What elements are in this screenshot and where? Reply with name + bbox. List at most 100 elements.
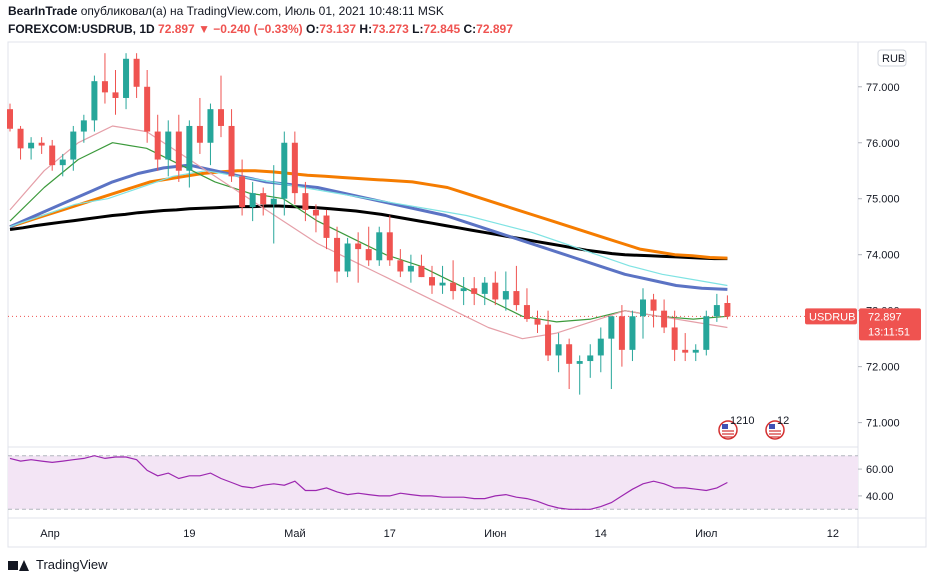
flag-canton <box>769 424 775 429</box>
y-tick-label: 71.000 <box>866 418 900 430</box>
currency-label: RUB <box>882 53 905 65</box>
candle[interactable] <box>534 310 541 334</box>
candle[interactable] <box>481 277 488 306</box>
candle[interactable] <box>334 226 341 283</box>
candle[interactable] <box>291 131 298 205</box>
candle[interactable] <box>608 316 615 390</box>
candle[interactable] <box>523 288 530 322</box>
candle[interactable] <box>123 53 130 110</box>
candle[interactable] <box>144 69 151 143</box>
candle[interactable] <box>376 226 383 266</box>
candle[interactable] <box>629 310 636 362</box>
candle[interactable] <box>175 114 182 182</box>
candle[interactable] <box>260 187 267 216</box>
event-marker[interactable]: 1210 <box>718 415 754 440</box>
candle[interactable] <box>38 137 45 154</box>
candle[interactable] <box>513 265 520 311</box>
candle[interactable] <box>312 204 319 233</box>
candle[interactable] <box>555 333 562 373</box>
candle[interactable] <box>650 293 657 328</box>
high-value: 73.273 <box>372 22 409 36</box>
candle-body <box>365 249 372 261</box>
candle-body <box>608 316 615 339</box>
price-tag-value: 72.897 <box>868 311 902 323</box>
event-marker[interactable]: 12 <box>765 415 789 440</box>
candle[interactable] <box>597 327 604 373</box>
candle[interactable] <box>713 293 720 322</box>
candle[interactable] <box>281 131 288 216</box>
close-label: C: <box>463 22 477 36</box>
candle[interactable] <box>59 153 66 177</box>
candle[interactable] <box>576 355 583 395</box>
candle[interactable] <box>207 103 214 166</box>
candle-body <box>386 232 393 261</box>
candle[interactable] <box>344 237 351 278</box>
candle[interactable] <box>460 277 467 306</box>
candle[interactable] <box>323 209 330 250</box>
candle[interactable] <box>397 249 404 278</box>
candle-body <box>682 349 689 353</box>
candle[interactable] <box>502 271 509 311</box>
candle[interactable] <box>671 310 678 362</box>
candle[interactable] <box>80 114 87 143</box>
candle[interactable] <box>682 333 689 362</box>
candle[interactable] <box>112 69 119 115</box>
candle-body <box>376 232 383 261</box>
candle[interactable] <box>17 125 24 160</box>
candle[interactable] <box>566 338 573 390</box>
publisher-name[interactable]: BearInTrade <box>8 4 78 18</box>
candle-body <box>671 327 678 350</box>
candle[interactable] <box>407 254 414 283</box>
candle[interactable] <box>165 120 172 177</box>
candle[interactable] <box>418 254 425 278</box>
candle[interactable] <box>355 232 362 283</box>
candle[interactable] <box>724 295 731 320</box>
candle[interactable] <box>218 75 224 138</box>
candle[interactable] <box>70 125 77 171</box>
candle[interactable] <box>703 310 710 356</box>
footer-brand[interactable]: TradingView <box>8 557 108 572</box>
candle[interactable] <box>101 53 108 104</box>
candle[interactable] <box>133 53 140 98</box>
candle-body <box>523 305 530 320</box>
candle-body <box>460 288 467 292</box>
candle[interactable] <box>270 165 277 244</box>
candle[interactable] <box>439 265 446 294</box>
candle-body <box>481 282 488 294</box>
candle[interactable] <box>365 226 372 266</box>
price-tag[interactable]: USDRUB 72.897 13:11:51 <box>805 308 921 341</box>
moving-average-line <box>9 125 728 340</box>
candle[interactable] <box>661 299 668 334</box>
candle-body <box>344 243 351 272</box>
candle[interactable] <box>91 75 98 132</box>
candle[interactable] <box>302 181 309 222</box>
candle[interactable] <box>587 344 594 378</box>
candle[interactable] <box>239 159 246 216</box>
candle-body <box>207 109 214 143</box>
candle[interactable] <box>186 120 193 188</box>
x-tick-label: 17 <box>384 528 396 540</box>
candle[interactable] <box>49 139 56 171</box>
candle[interactable] <box>471 277 478 306</box>
candle[interactable] <box>692 344 699 362</box>
candle[interactable] <box>386 215 393 266</box>
candle[interactable] <box>196 97 203 154</box>
candle-body <box>70 131 77 160</box>
candle-body <box>249 193 256 208</box>
candle[interactable] <box>228 109 235 182</box>
candle[interactable] <box>640 288 646 339</box>
currency-badge[interactable] <box>877 49 907 67</box>
candle-body <box>566 344 573 364</box>
tradingview-logo-icon <box>8 558 30 572</box>
candle[interactable] <box>618 305 625 367</box>
candle[interactable] <box>450 260 457 300</box>
candle[interactable] <box>545 310 552 362</box>
candle[interactable] <box>429 265 435 294</box>
candle[interactable] <box>7 103 13 132</box>
candle-body <box>534 319 541 325</box>
candle[interactable] <box>154 114 161 171</box>
candle[interactable] <box>28 137 35 160</box>
candle[interactable] <box>492 271 499 306</box>
candle[interactable] <box>249 181 256 222</box>
